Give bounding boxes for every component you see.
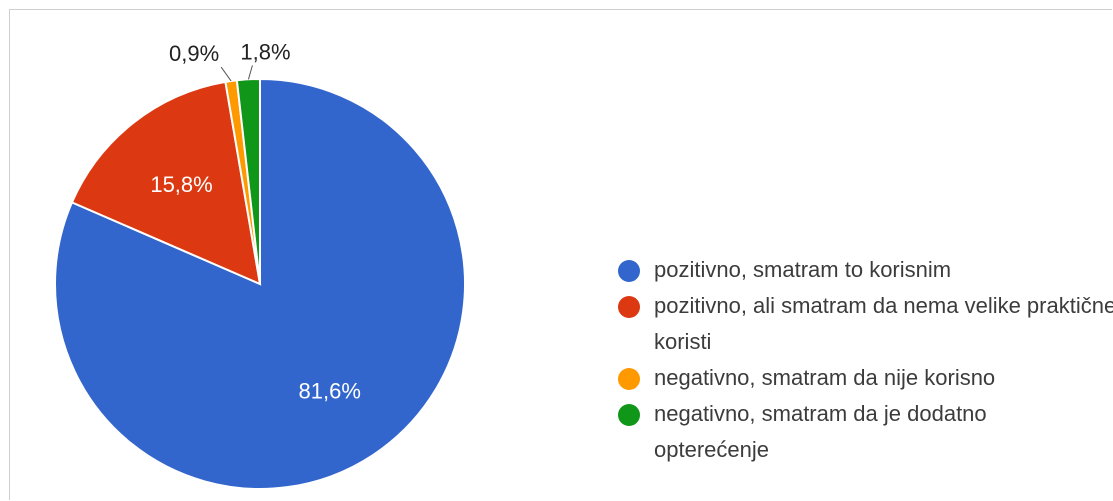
legend: pozitivno, smatram to korisnim pozitivno…	[618, 252, 1113, 468]
legend-label-0: pozitivno, smatram to korisnim	[654, 257, 952, 282]
legend-label-3: negativno, smatram da je dodatno optereć…	[654, 401, 987, 462]
legend-label-1: pozitivno, ali smatram da nema velike pr…	[654, 293, 1113, 354]
legend-swatch-2	[618, 368, 640, 390]
legend-item-3[interactable]: negativno, smatram da je dodatno optereć…	[618, 396, 1113, 468]
legend-swatch-3	[618, 404, 640, 426]
legend-item-1[interactable]: pozitivno, ali smatram da nema velike pr…	[618, 288, 1113, 360]
legend-label-2: negativno, smatram da nije korisno	[654, 365, 996, 390]
leader-line-2	[220, 66, 232, 82]
slice-value-label-3: 1,8%	[240, 39, 290, 64]
legend-swatch-0	[618, 260, 640, 282]
pie-slice-0[interactable]	[54, 77, 466, 490]
chart-frame	[9, 9, 1112, 500]
pie-slice-3[interactable]	[235, 77, 261, 285]
legend-item-2[interactable]: negativno, smatram da nije korisno	[618, 360, 1113, 396]
legend-swatch-1	[618, 296, 640, 318]
pie-slice-1[interactable]	[70, 80, 262, 286]
slice-value-label-2: 0,9%	[169, 41, 219, 66]
legend-item-0[interactable]: pozitivno, smatram to korisnim	[618, 252, 1113, 288]
leader-line-3	[247, 65, 253, 80]
slice-value-label-0: 81,6%	[299, 378, 361, 403]
slice-value-label-1: 15,8%	[150, 172, 212, 197]
